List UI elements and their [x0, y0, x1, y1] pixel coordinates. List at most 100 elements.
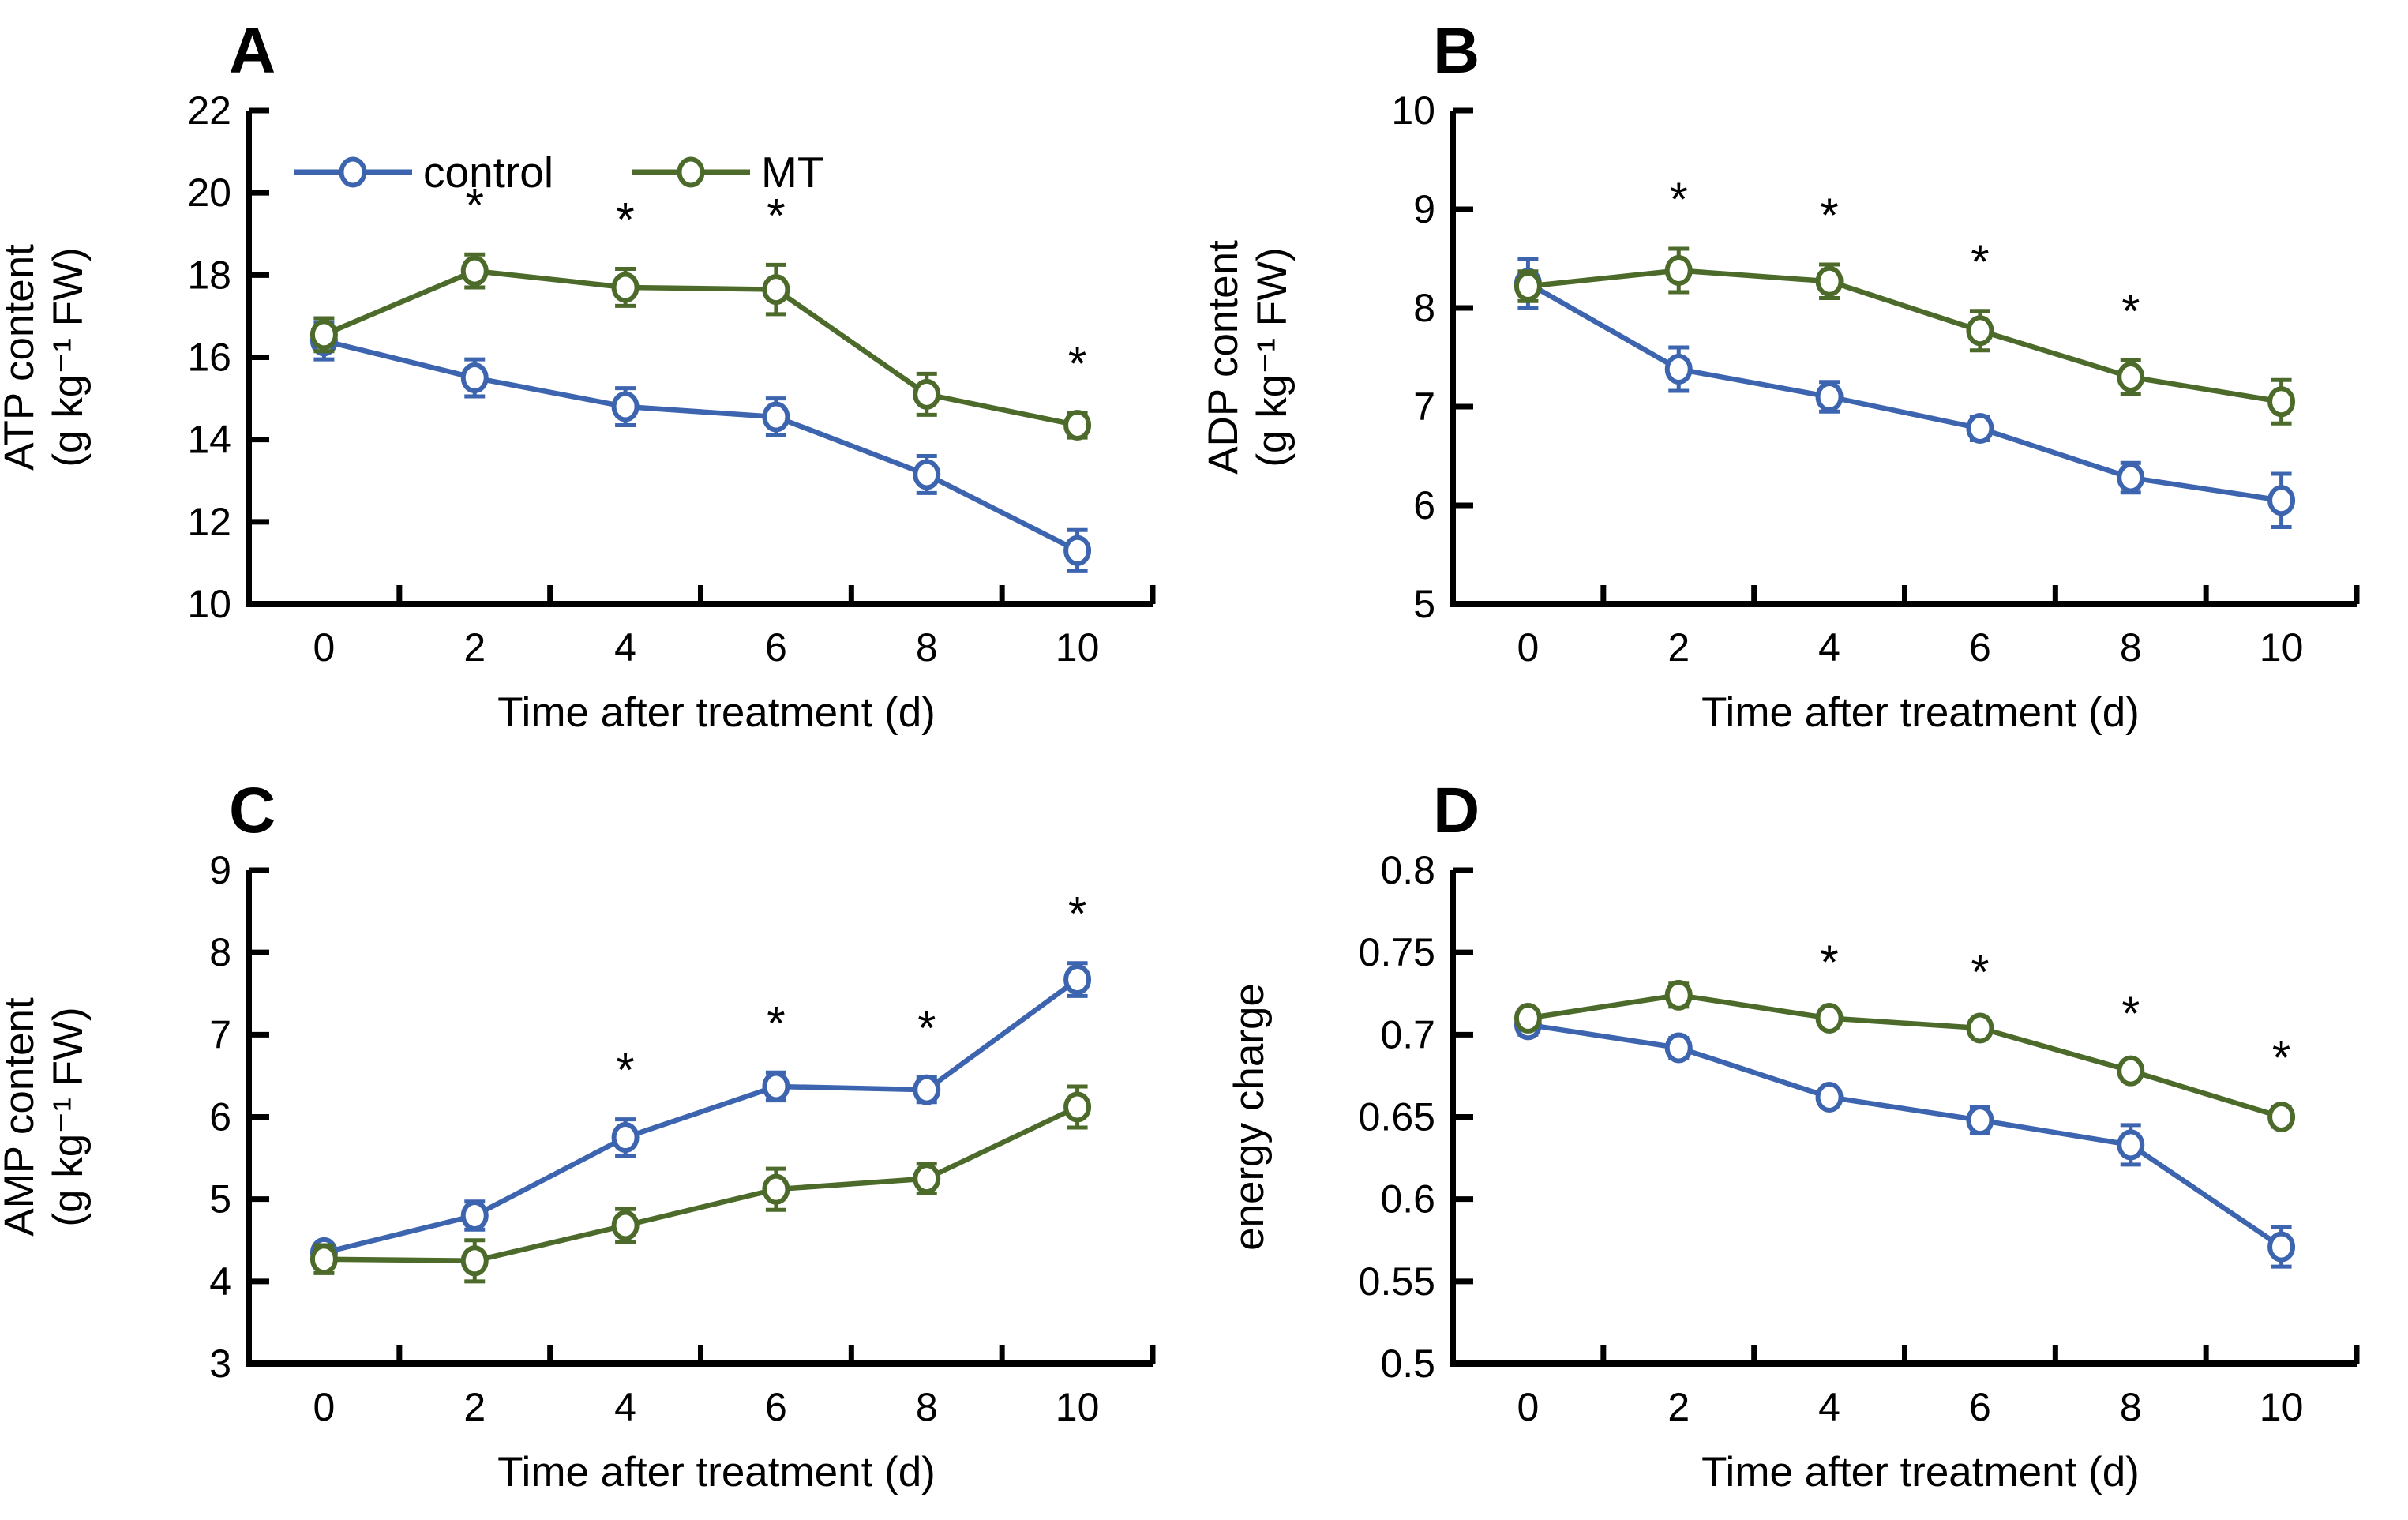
- x-axis-title: Time after treatment (d): [497, 689, 936, 736]
- marker-control: [1966, 1105, 1994, 1136]
- marker-MT: [611, 272, 640, 303]
- marker-control: [2117, 1129, 2145, 1161]
- y-tick-label: 8: [209, 930, 231, 974]
- marker-control: [2267, 1231, 2296, 1263]
- y-tick-label: 0.6: [1380, 1177, 1435, 1222]
- y-axis-title: ADP content: [1204, 240, 1247, 475]
- marker-MT: [2117, 1055, 2145, 1087]
- panel-adp: B ADP content (g kg⁻¹ FW) 5 6 7 8 9 10 0 2 4 6 8 10 Tim…: [1204, 0, 2408, 760]
- y-axis-title: (g kg⁻¹ FW): [1249, 247, 1296, 467]
- series-MT: [1513, 246, 2296, 426]
- marker-MT: [460, 1245, 489, 1277]
- marker-control: [1063, 964, 1092, 996]
- y-tick-label: 8: [1413, 286, 1435, 330]
- x-axis-title: Time after treatment (d): [1701, 689, 2140, 736]
- significance-asterisk: *: [1670, 173, 1688, 226]
- marker-MT: [1966, 315, 1994, 347]
- x-axis-title: Time after treatment (d): [497, 1449, 936, 1496]
- panel-letter: B: [1433, 15, 1480, 87]
- marker-control: [913, 459, 941, 490]
- marker-MT: [1664, 979, 1693, 1011]
- series-line-control: [323, 338, 1079, 554]
- marker-MT: [309, 319, 338, 351]
- x-tick-label: 6: [1969, 1385, 1991, 1429]
- marker-MT: [2267, 386, 2296, 418]
- legend-marker: [677, 156, 705, 188]
- marker-control: [460, 1200, 489, 1231]
- x-tick-label: 2: [463, 625, 486, 670]
- series-MT: [309, 1084, 1092, 1284]
- marker-MT: [1815, 265, 1844, 297]
- significance-asterisk: *: [767, 189, 785, 242]
- y-tick-label: 10: [1391, 88, 1435, 133]
- y-tick-label: 0.7: [1380, 1012, 1435, 1056]
- significance-asterisk: *: [917, 1002, 936, 1055]
- x-tick-label: 0: [313, 1385, 336, 1429]
- y-axis-title: ATP content: [0, 244, 43, 471]
- y-tick-label: 0.75: [1359, 930, 1435, 974]
- series-line-control: [323, 977, 1079, 1255]
- x-tick-label: 10: [1056, 1385, 1100, 1429]
- x-tick-label: 8: [916, 1385, 938, 1429]
- legend-item-MT: MT: [632, 148, 823, 197]
- significance-asterisk: *: [1820, 189, 1838, 242]
- x-tick-label: 4: [614, 1385, 636, 1429]
- chart-svg-adp: B ADP content (g kg⁻¹ FW) 5 6 7 8 9 10 0 2 4 6 8 10 Tim…: [1204, 15, 2360, 736]
- panel-amp: C AMP content (g kg⁻¹ FW) 3 4 5 6 7 8 9 0 2 4 6 8 10 Tim…: [0, 760, 1204, 1519]
- legend-label-control: control: [423, 148, 553, 197]
- marker-MT: [762, 274, 790, 306]
- significance-asterisk: *: [616, 1044, 634, 1097]
- x-tick-label: 8: [2120, 1385, 2142, 1429]
- series-control: [309, 961, 1092, 1268]
- y-tick-label: 10: [187, 582, 231, 626]
- marker-MT: [913, 378, 941, 410]
- significance-asterisk: *: [466, 178, 484, 231]
- marker-control: [1664, 354, 1693, 385]
- marker-MT: [1063, 409, 1092, 441]
- x-tick-label: 10: [1056, 625, 1100, 670]
- marker-control: [1063, 535, 1092, 566]
- legend-item-control: control: [294, 148, 553, 197]
- significance-asterisk: *: [2121, 284, 2140, 337]
- marker-control: [762, 401, 790, 433]
- series-control: [1513, 257, 2296, 529]
- significance-asterisk: *: [1971, 235, 1989, 288]
- y-tick-label: 0.5: [1380, 1342, 1435, 1386]
- y-axis-title: (g kg⁻¹ FW): [45, 247, 92, 467]
- marker-control: [1966, 413, 1994, 444]
- marker-MT: [1966, 1012, 1994, 1044]
- x-tick-label: 0: [1517, 1385, 1540, 1429]
- marker-control: [762, 1071, 790, 1102]
- y-tick-label: 7: [1413, 385, 1435, 429]
- series-line-control: [1526, 280, 2282, 503]
- x-axis-title: Time after treatment (d): [1701, 1449, 2140, 1496]
- y-tick-label: 9: [209, 848, 231, 892]
- marker-control: [2267, 485, 2296, 516]
- significance-asterisk: *: [2272, 1031, 2290, 1084]
- x-tick-label: 2: [1667, 1385, 1690, 1429]
- marker-control: [2117, 462, 2145, 494]
- significance-asterisk: *: [1971, 946, 1989, 999]
- marker-MT: [1815, 1003, 1844, 1034]
- y-axis-title: energy charge: [1226, 983, 1273, 1251]
- x-tick-label: 6: [765, 625, 787, 670]
- marker-MT: [1664, 255, 1693, 286]
- y-tick-label: 6: [1413, 483, 1435, 527]
- y-tick-label: 6: [209, 1095, 231, 1139]
- x-tick-label: 10: [2260, 625, 2304, 670]
- chart-svg-amp: C AMP content (g kg⁻¹ FW) 3 4 5 6 7 8 9 0 2 4 6 8 10 Tim…: [0, 775, 1156, 1496]
- x-tick-label: 4: [614, 625, 636, 670]
- panel-letter: C: [229, 775, 276, 846]
- legend-marker: [339, 156, 367, 188]
- series-control: [309, 320, 1092, 573]
- series-line-MT: [323, 268, 1078, 428]
- marker-MT: [309, 1244, 338, 1275]
- series-control: [1513, 1009, 2296, 1269]
- x-tick-label: 0: [313, 625, 336, 670]
- significance-asterisk: *: [1068, 337, 1086, 390]
- x-tick-label: 4: [1818, 1385, 1840, 1429]
- marker-MT: [460, 255, 489, 287]
- marker-control: [611, 1122, 640, 1154]
